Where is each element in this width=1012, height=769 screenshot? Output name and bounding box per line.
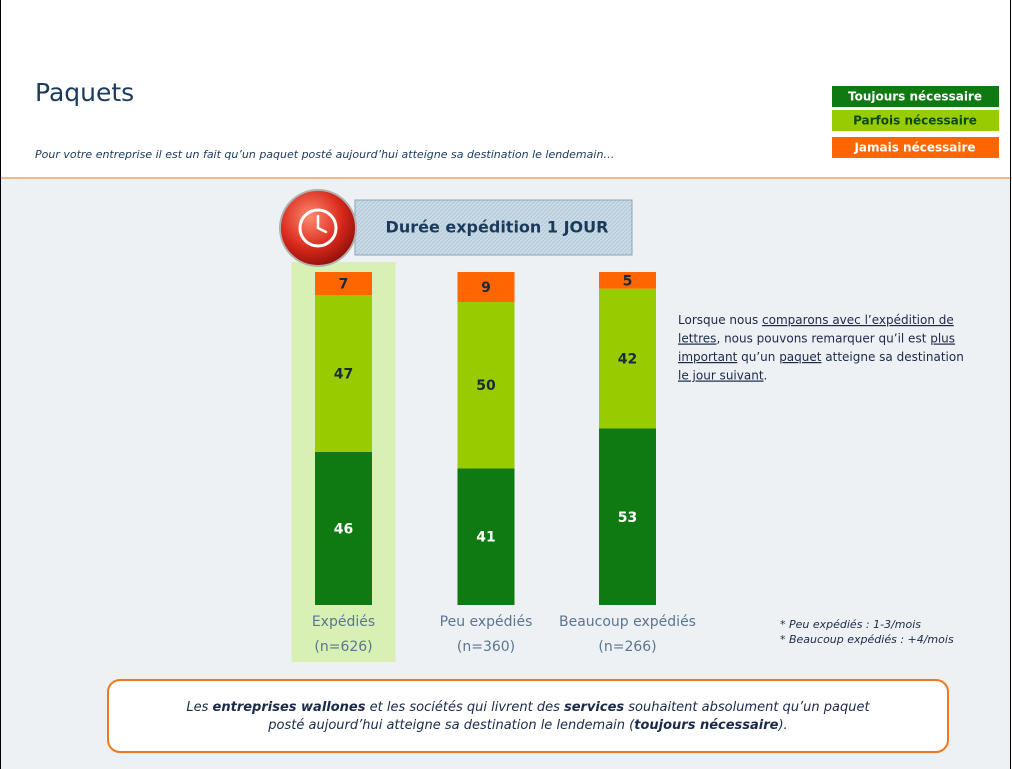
annotation-segment: , nous pouvons remarquer qu’il est bbox=[716, 331, 930, 345]
annotation-line: Lorsque nous comparons avec l’expédition… bbox=[678, 313, 954, 327]
annotation-segment: qu’un bbox=[737, 350, 779, 364]
page-subtitle: Pour votre entreprise il est un fait qu’… bbox=[35, 148, 614, 161]
value-label: 42 bbox=[618, 352, 637, 368]
annotation-line: le jour suivant. bbox=[678, 368, 767, 382]
annotation-segment: lettres bbox=[678, 331, 716, 345]
conclusion-segment: services bbox=[564, 700, 624, 715]
sample-label: (n=360) bbox=[457, 639, 515, 655]
footnote: * Beaucoup expédiés : +4/mois bbox=[780, 633, 954, 646]
value-label: 5 bbox=[623, 273, 633, 289]
legend-label: Jamais nécessaire bbox=[853, 141, 975, 155]
footnotes: * Peu expédiés : 1-3/mois * Beaucoup expé… bbox=[780, 618, 954, 646]
bar-segment bbox=[599, 288, 656, 429]
chart-title-box bbox=[354, 199, 633, 256]
annotation-line: lettres, nous pouvons remarquer qu’il es… bbox=[678, 331, 955, 345]
conclusion-line: posté aujourd’hui atteigne sa destinatio… bbox=[267, 718, 787, 733]
bar-segment bbox=[315, 295, 372, 452]
category-label: Peu expédiés bbox=[440, 614, 533, 630]
page-title: Paquets bbox=[35, 78, 134, 107]
bar-segment bbox=[599, 272, 656, 289]
category-label: Expédiés bbox=[312, 614, 375, 630]
conclusion-box bbox=[107, 679, 949, 753]
annotation-segment: paquet bbox=[779, 350, 822, 364]
annotation-segment: plus bbox=[930, 331, 955, 345]
legend-swatch bbox=[832, 137, 999, 158]
conclusion-segment: Les bbox=[186, 700, 212, 715]
value-label: 46 bbox=[334, 521, 353, 537]
conclusion-segment: et les sociétés qui livrent des bbox=[366, 700, 564, 715]
annotation-segment: comparons avec l’expédition de bbox=[762, 313, 954, 327]
conclusion-segment: posté aujourd’hui atteigne sa destinatio… bbox=[267, 718, 635, 733]
legend-swatch bbox=[832, 110, 999, 131]
value-label: 41 bbox=[476, 530, 495, 546]
conclusion-segment: souhaitent absolument qu’un paquet bbox=[624, 700, 870, 715]
conclusion-line: Les entreprises wallones et les sociétés… bbox=[186, 700, 870, 715]
legend-label: Toujours nécessaire bbox=[848, 90, 982, 104]
annotation-segment: important bbox=[678, 350, 738, 364]
bar-segment bbox=[457, 468, 515, 605]
conclusion-segment: toujours nécessaire bbox=[634, 718, 778, 733]
bar-segment bbox=[599, 428, 656, 605]
value-label: 50 bbox=[476, 378, 496, 394]
bar-segment bbox=[457, 301, 515, 469]
conclusion-segment: entreprises wallones bbox=[213, 700, 366, 715]
bar-segment bbox=[315, 451, 372, 605]
sample-label: (n=626) bbox=[314, 639, 372, 655]
legend-label: Parfois nécessaire bbox=[853, 114, 977, 128]
value-label: 9 bbox=[481, 280, 491, 296]
category-label: Beaucoup expédiés bbox=[559, 614, 696, 630]
legend-swatch bbox=[832, 86, 999, 107]
conclusion-segment: ). bbox=[777, 718, 787, 733]
chart: 46 47 7 Expédiés (n=626) 41 50 9 Peu expédiés (n=… bbox=[291, 262, 696, 662]
annotation-line: important qu’un paquet atteigne sa desti… bbox=[678, 350, 964, 364]
annotation: Lorsque nous comparons avec l’expédition… bbox=[678, 313, 964, 383]
annotation-segment: le jour suivant bbox=[678, 368, 764, 382]
footnote: * Peu expédiés : 1-3/mois bbox=[780, 618, 921, 631]
bar-segment bbox=[457, 272, 515, 302]
annotation-segment: Lorsque nous bbox=[678, 313, 762, 327]
bar-segment bbox=[315, 272, 372, 296]
conclusion: Les entreprises wallones et les sociétés… bbox=[186, 700, 870, 733]
value-label: 7 bbox=[339, 277, 349, 293]
clock-icon bbox=[279, 189, 357, 267]
value-label: 53 bbox=[618, 510, 637, 526]
value-label: 47 bbox=[334, 367, 353, 383]
sample-label: (n=266) bbox=[598, 639, 656, 655]
annotation-segment: atteigne sa destination bbox=[821, 350, 963, 364]
annotation-segment: . bbox=[764, 368, 768, 382]
chart-title: Durée expédition 1 JOUR bbox=[386, 218, 609, 237]
